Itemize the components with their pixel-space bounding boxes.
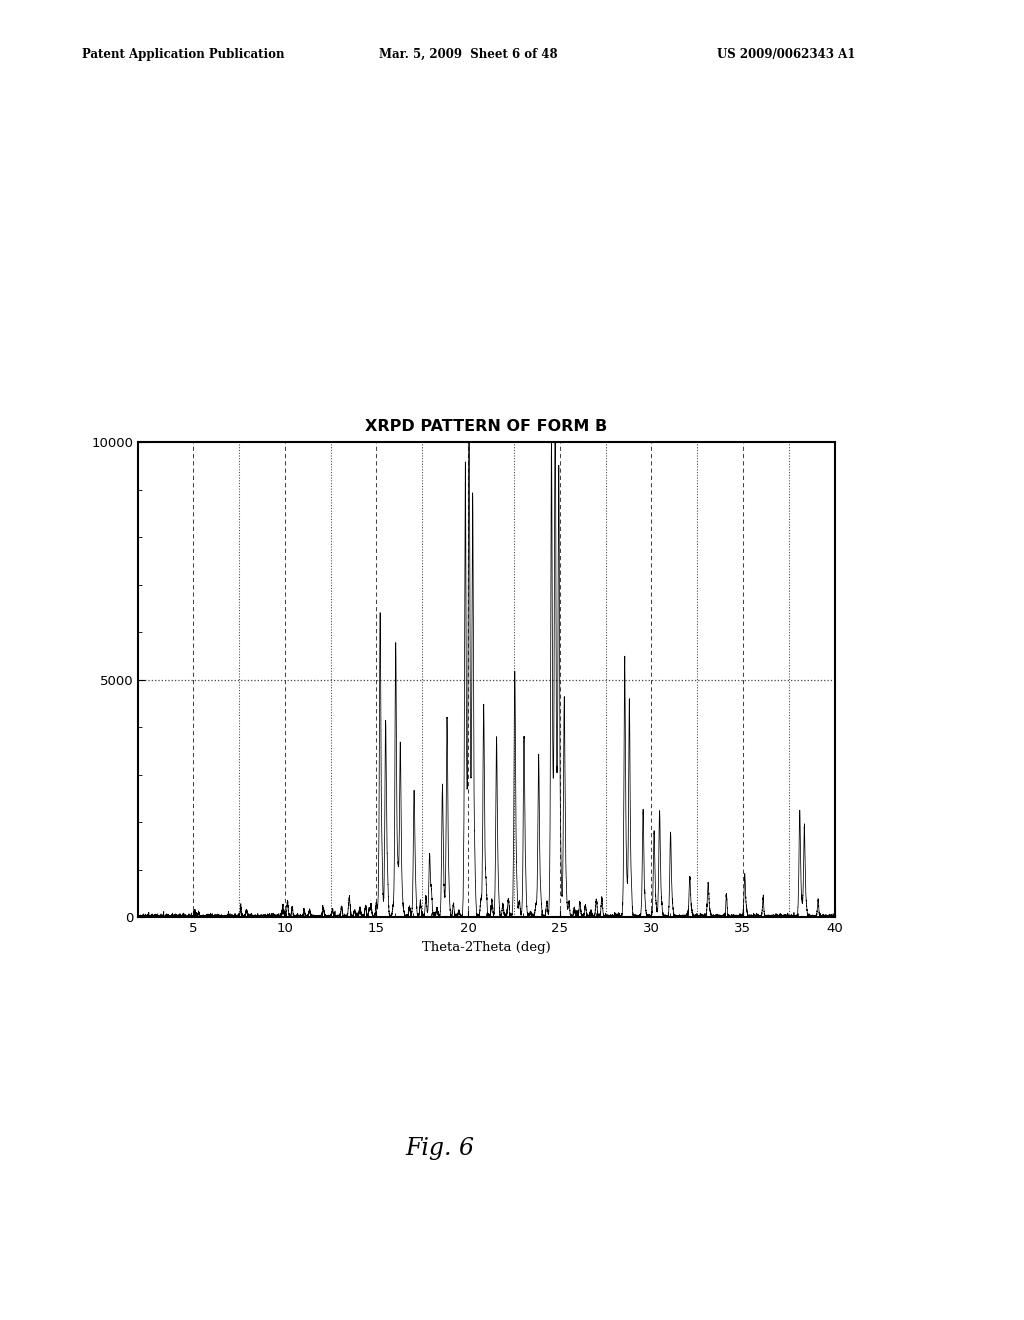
Text: Fig. 6: Fig. 6 (406, 1137, 475, 1160)
X-axis label: Theta-2Theta (deg): Theta-2Theta (deg) (422, 941, 551, 954)
Text: Patent Application Publication: Patent Application Publication (82, 48, 285, 61)
Text: Mar. 5, 2009  Sheet 6 of 48: Mar. 5, 2009 Sheet 6 of 48 (379, 48, 557, 61)
Text: US 2009/0062343 A1: US 2009/0062343 A1 (717, 48, 855, 61)
Title: XRPD PATTERN OF FORM B: XRPD PATTERN OF FORM B (366, 418, 607, 434)
